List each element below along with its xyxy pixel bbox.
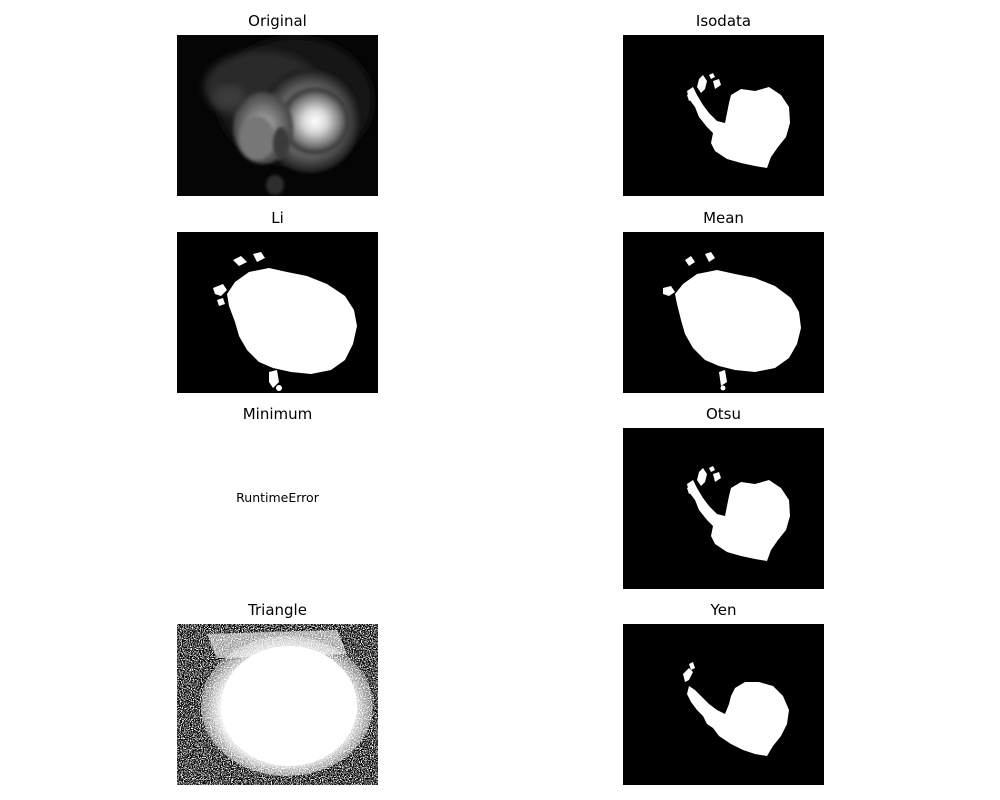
panel-title-yen: Yen xyxy=(710,601,737,619)
panel-title-original: Original xyxy=(248,12,307,30)
panel-title-triangle: Triangle xyxy=(248,601,307,619)
panel-title-isodata: Isodata xyxy=(695,12,752,30)
triangle-mask-image xyxy=(177,624,378,785)
yen-mask-image xyxy=(623,624,824,785)
li-mask-image xyxy=(177,232,378,393)
runtime-error-message: RuntimeError xyxy=(236,490,319,505)
panel-title-minimum: Minimum xyxy=(242,405,313,423)
panel-title-otsu: Otsu xyxy=(705,405,741,423)
original-grayscale-image xyxy=(177,35,378,196)
mean-mask-image xyxy=(623,232,824,393)
panel-title-mean: Mean xyxy=(703,209,744,227)
panel-title-li: Li xyxy=(271,209,284,227)
otsu-mask-image xyxy=(623,428,824,589)
isodata-mask-image xyxy=(623,35,824,196)
